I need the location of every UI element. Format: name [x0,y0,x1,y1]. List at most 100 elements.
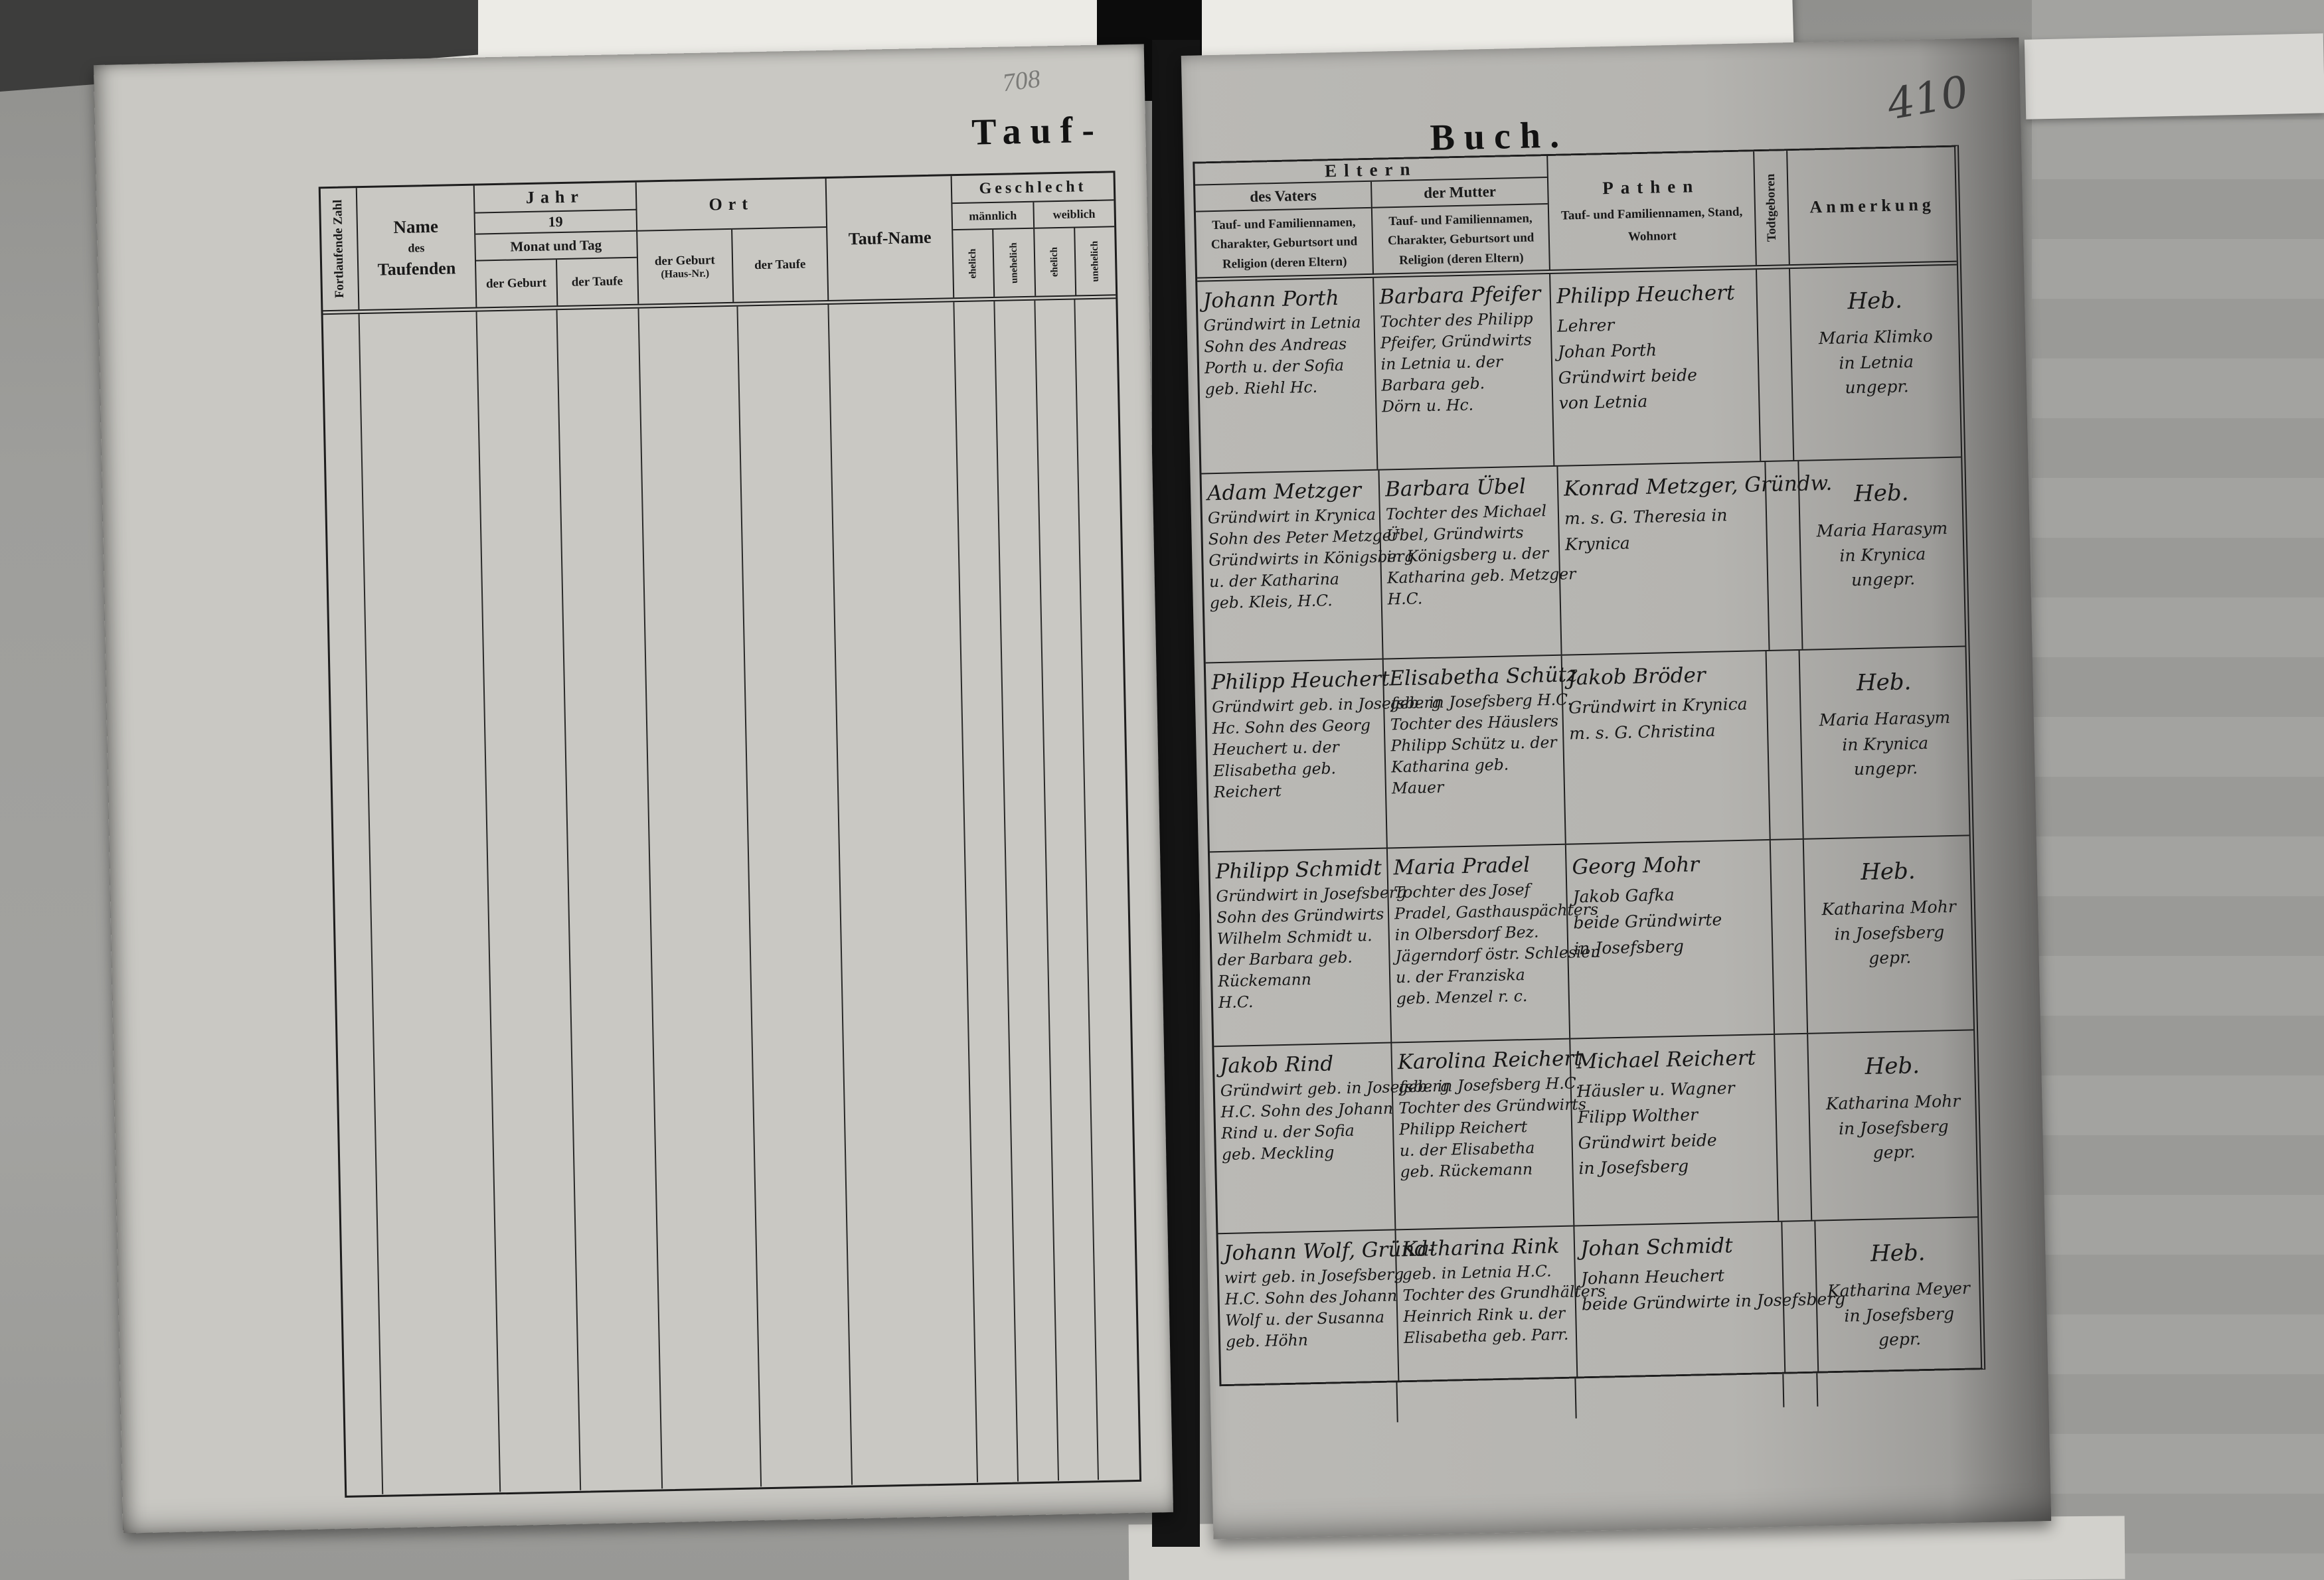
header-eltern-group: Eltern des Vaters Tauf- und Familienname… [1195,156,1551,279]
scan-background [2032,0,2324,1580]
vater-sub-label: Tauf- und Familiennamen, Charakter, Gebu… [1210,215,1358,272]
entry-note-line: Heb. [1853,479,1909,508]
entry-father-line: Gründwirt in Josefsberg [1216,882,1407,906]
mutter-sub-label: Tauf- und Familiennamen, Charakter, Gebu… [1387,211,1535,268]
page-right: Buch. 410 Eltern des Vaters Tauf- und Fa… [1181,37,2052,1540]
entry-note-line: in Letnia [1839,351,1914,373]
entry-note-line: in Josefsberg gepr. [1844,1303,1955,1350]
entry-father-line: Gründwirt in Krynica [1207,505,1376,528]
entry-mother: Karolina Reichert geb. in Josefsberg H.C.… [1392,1039,1586,1229]
entry-godparents-line: Johan Porth [1557,340,1657,362]
page-left-title: Tauf- [971,109,1104,153]
left-table-header: Fortlaufende Zahl Name des Taufenden Jah… [320,173,1116,315]
entry-godparents-line: in Josefsberg [1578,1156,1689,1178]
entry-godparents-line: beide Gründwirte in Josefsberg [1581,1289,1846,1314]
entry-father-line: geb. Höhn [1225,1330,1309,1351]
header-geschlecht-group: Geschlecht männlich weiblich ehelich une… [952,173,1116,298]
entry-father: Johann Porth Gründwirt in Letnia Sohn des … [1197,277,1378,473]
jahr-year: 19 [475,210,636,235]
entry-note-line: Heb. [1865,1052,1920,1080]
header-serial-number: Fortlaufende Zahl [320,188,360,311]
register-row: Philipp Schmidt Gründwirt in Josefsberg So… [1209,836,1974,1048]
entry-mother-line: geb. in Josefsberg H.C. [1398,1073,1581,1097]
entry-godparents-line: Krynica [1564,533,1631,554]
entry-godparents-line: Gründwirt beide [1558,364,1698,388]
entry-godparents-line: Gründwirt beide [1578,1130,1717,1152]
entry-mother-line: Pradel, Gasthauspächters [1394,900,1599,923]
right-table: Eltern des Vaters Tauf- und Familienname… [1193,145,1986,1387]
entry-father-line: Hc. Sohn des Georg [1212,715,1371,738]
geschlecht-label: Geschlecht [952,173,1114,204]
entry-note-line: in Josefsberg gepr. [1834,921,1945,968]
entry-father-line: Wolf u. der Susanna [1225,1307,1385,1330]
entry-mother-line: Philipp Schütz u. der [1390,732,1557,755]
ort-label: Ort [636,179,827,232]
entry-godparents-line: von Letnia [1558,392,1648,414]
jahr-label: Jahr [474,182,636,214]
entry-note-line: Heb. [1847,287,1903,315]
entry-godparents-line: Philipp Heuchert [1556,280,1735,309]
entry-father: Johann Wolf, Gründ-wirt geb. in Josefsbe… [1218,1230,1435,1385]
entry-stillborn [1756,269,1795,461]
entry-mother: Katharina Rink geb. in Letnia H.C. Tochter… [1396,1226,1606,1382]
entry-father-line: Gründwirt in Letnia [1203,312,1361,335]
ruled-line-stub [1396,1382,1398,1423]
entry-note-line: ungepr. [1853,758,1918,779]
entry-godparents-line: Konrad Metzger, Gründw. [1563,471,1833,501]
header-der-mutter: der Mutter Tauf- und Familiennamen, Char… [1372,178,1549,275]
header-tauf-name: Tauf-Name [826,176,955,300]
entry-godparents-line: beide Gründwirte [1573,909,1722,933]
entry-godparents: Konrad Metzger, Gründw. m. s. G. Theresia… [1558,461,1833,655]
entry-godparents-line: m. s. G. Theresia in [1564,505,1728,528]
entry-mother-line: Katharina Rink [1401,1234,1560,1262]
entry-mother-line: in Königsberg u. der [1386,543,1549,566]
jahr-der-taufe-label: der Taufe [571,274,623,289]
entry-note-line: Heb. [1870,1239,1926,1267]
entry-mother-line: Barbara Pfeifer [1379,281,1541,309]
entry-father-line: Sohn des Gründwirts [1216,904,1384,927]
entry-godparents-line: m. s. G. Christina [1568,720,1716,744]
entry-godparents-line: Gründwirt in Krynica [1568,694,1748,718]
page-number: 410 [1883,67,1973,130]
entry-note-line: in Krynica [1842,733,1929,755]
entry-mother: Barbara Übel Tochter des Michael Übel, Grü… [1379,466,1576,659]
entry-mother-line: Pfeifer, Gründwirts [1380,330,1533,353]
entry-mother-line: Dörn u. Hc. [1381,395,1474,416]
ruled-line-stub [1782,1374,1785,1407]
entry-note: Heb. Katharina Mohr in Josefsberg gepr. [1804,836,1973,1032]
entry-father-line: Reichert [1213,781,1282,801]
entry-godparents: Georg Mohr Jakob Gafka beide Gründwirte in … [1566,840,1775,1038]
entry-note: Heb. Maria Harasym in Krynica ungepr. [1800,647,1969,838]
entry-father-line: H.C. Sohn des Johann [1220,1099,1394,1121]
entry-godparents-line: Filipp Wolther [1577,1105,1699,1127]
header-pathen: Pathen Tauf- und Familiennamen, Stand, W… [1548,151,1757,270]
register-row: Adam Metzger Gründwirt in Krynica Sohn des… [1201,457,1965,664]
entry-mother: Barbara Pfeifer Tochter des Philipp Pfeife… [1373,274,1555,469]
loose-paper-sheet-right [2024,33,2324,119]
entry-godparents-line: Johan Schmidt [1580,1233,1734,1261]
entry-father-line: Gründwirt geb. in Josefsberg [1211,692,1442,716]
entry-note: Heb. Katharina Mohr in Josefsberg gepr. [1808,1030,1977,1220]
name-label-taufenden: Taufenden [377,258,456,279]
entry-godparents-line: in Josefsberg [1573,936,1685,958]
todtgeboren-label: Todtgeboren [1763,173,1780,242]
entry-father-line: Sohn des Andreas [1204,334,1347,356]
entry-mother-line: Tochter des Grundhälters [1402,1281,1606,1304]
header-name: Name des Taufenden [357,185,477,310]
entry-stillborn [1770,839,1809,1034]
entry-mother-line: Katharina geb. Metzger [1386,564,1576,588]
entry-note-line: gepr. [1872,1142,1916,1162]
maennlich-unehelich-label: unehelich [993,228,1036,297]
entry-godparents-line: Lehrer [1556,315,1615,336]
header-anmerkung: Anmerkung [1787,147,1956,264]
header-des-vaters: des Vaters Tauf- und Familiennamen, Char… [1195,181,1374,279]
entry-note-line: in Krynica ungepr. [1839,544,1926,590]
entry-godparents: Michael Reichert Häusler u. Wagner Filipp … [1570,1034,1780,1225]
entry-stillborn [1774,1034,1813,1221]
entry-mother-line: Elisabetha Schütz [1388,663,1578,691]
entry-father: Philipp Heuchert Gründwirt geb. in Josefs… [1205,659,1442,852]
pathen-label: Pathen [1602,176,1701,198]
entry-godparents-line: Häusler u. Wagner [1576,1078,1735,1101]
entry-godparents-line: Georg Mohr [1572,852,1700,880]
